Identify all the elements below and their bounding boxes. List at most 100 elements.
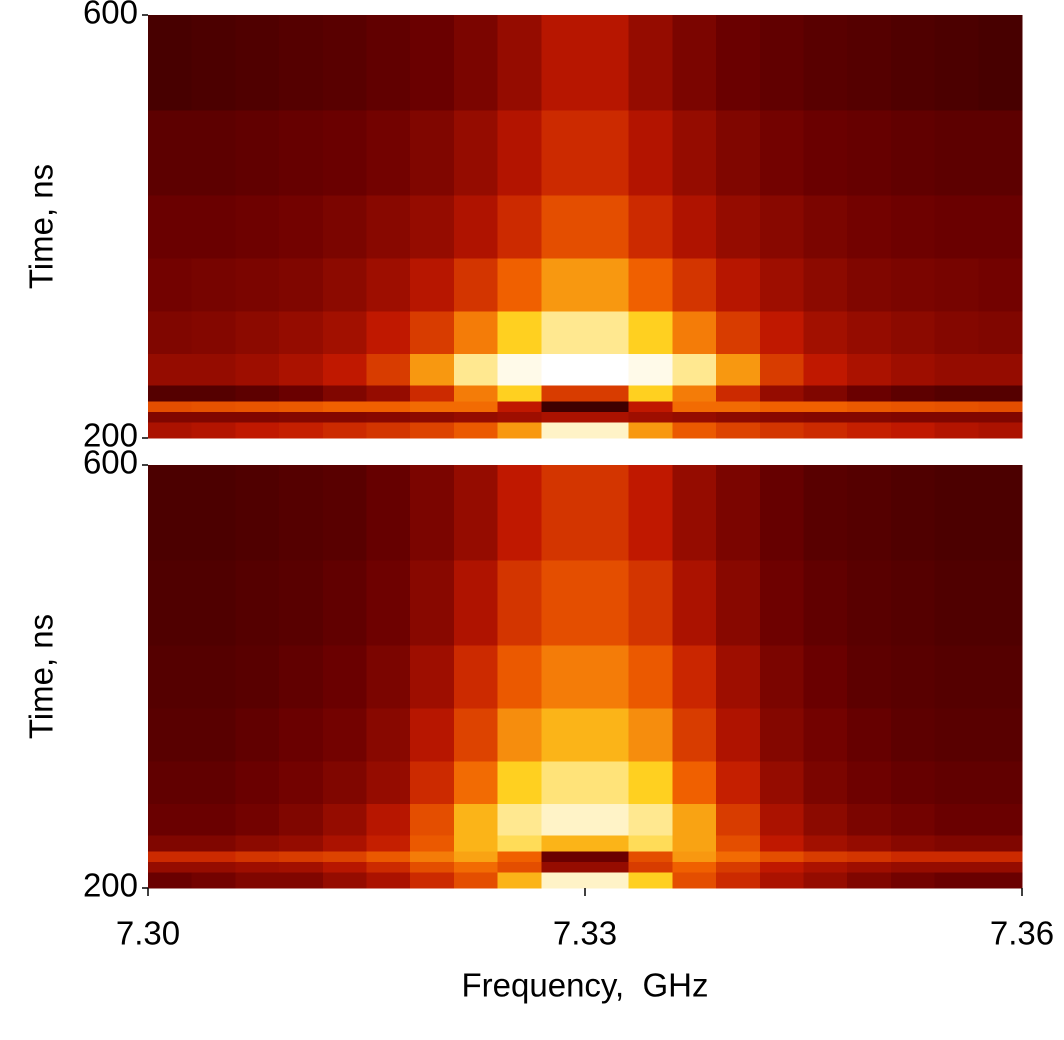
heatmap-cell	[759, 850, 804, 863]
heatmap-cell	[497, 872, 542, 889]
heatmap-cell	[410, 872, 455, 889]
heatmap-cell	[803, 803, 848, 836]
heatmap-cell	[890, 560, 936, 646]
heatmap-cell	[191, 15, 236, 111]
heatmap-cell	[191, 644, 236, 709]
heatmap-cell	[716, 835, 761, 852]
heatmap-cell	[191, 835, 236, 852]
heatmap-cell	[453, 353, 499, 386]
heatmap-cell	[366, 465, 411, 561]
heatmap-cell	[366, 258, 411, 312]
heatmap-cell	[628, 353, 673, 386]
heatmap-cell	[890, 872, 936, 889]
heatmap-cell	[585, 644, 630, 709]
heatmap-cell	[497, 400, 542, 413]
heatmap-cell	[148, 465, 193, 561]
heatmap-cell	[847, 400, 892, 413]
heatmap-cell	[978, 761, 1023, 804]
heatmap-cell	[366, 15, 411, 111]
heatmap-cell	[585, 110, 630, 196]
heatmap-cell	[497, 258, 542, 312]
heatmap-cell	[803, 258, 848, 312]
x-tick-label: 7.33	[553, 915, 617, 952]
heatmap-cell	[541, 311, 586, 354]
heatmap-cell	[934, 411, 979, 423]
heatmap-cell	[322, 803, 367, 836]
heatmap-cell	[847, 110, 892, 196]
heatmap-cell	[978, 850, 1023, 863]
heatmap-cell	[890, 400, 936, 413]
heatmap-cell	[890, 644, 936, 709]
heatmap-cell	[410, 311, 455, 354]
heatmap-cell	[803, 850, 848, 863]
heatmap-cell	[497, 708, 542, 762]
heatmap-cell	[279, 644, 324, 709]
heatmap-cell	[191, 400, 236, 413]
heatmap-cell	[366, 761, 411, 804]
heatmap-cell	[803, 411, 848, 423]
heatmap-cell	[453, 835, 499, 852]
heatmap-cell	[322, 861, 367, 873]
heatmap-cell	[716, 644, 761, 709]
heatmap-cell	[235, 803, 280, 836]
heatmap-cell	[235, 15, 280, 111]
heatmap-cell	[366, 110, 411, 196]
heatmap-cell	[322, 850, 367, 863]
heatmap-cell	[235, 353, 280, 386]
heatmap-cell	[279, 803, 324, 836]
heatmap-cell	[279, 110, 324, 196]
heatmap-cell	[322, 110, 367, 196]
heatmap-cell	[628, 110, 673, 196]
heatmap-cell	[541, 400, 586, 413]
heatmap-cell	[672, 761, 717, 804]
heatmap-cell	[148, 644, 193, 709]
heatmap-cell	[759, 835, 804, 852]
heatmap-cell	[628, 385, 673, 402]
heatmap-cell	[410, 258, 455, 312]
heatmap-cell	[410, 353, 455, 386]
heatmap-cell	[890, 311, 936, 354]
heatmap-cell	[279, 835, 324, 852]
y-tick-label: 600	[83, 0, 138, 31]
heatmap-cell	[322, 465, 367, 561]
heatmap-cell	[191, 422, 236, 439]
heatmap-cell	[366, 400, 411, 413]
heatmap-cell	[803, 708, 848, 762]
heatmap-cell	[978, 353, 1023, 386]
heatmap-cell	[541, 15, 586, 111]
heatmap-cell	[934, 311, 979, 354]
heatmap-cell	[279, 311, 324, 354]
heatmap-cell	[279, 465, 324, 561]
heatmap-cell	[978, 835, 1023, 852]
heatmap-cell	[191, 861, 236, 873]
heatmap-cell	[541, 353, 586, 386]
heatmap-cell	[759, 385, 804, 402]
y-tick-label: 200	[83, 867, 138, 904]
heatmap-cell	[628, 258, 673, 312]
heatmap-cell	[759, 353, 804, 386]
heatmap-cell	[497, 411, 542, 423]
heatmap-cell	[803, 861, 848, 873]
heatmap-cell	[803, 560, 848, 646]
heatmap-cell	[978, 15, 1023, 111]
heatmap-cell	[934, 835, 979, 852]
heatmap-cell	[934, 400, 979, 413]
y-axis-title: Time, ns	[23, 614, 60, 739]
heatmap-cell	[541, 761, 586, 804]
heatmap-cell	[934, 385, 979, 402]
heatmap-cell	[847, 861, 892, 873]
heatmap-cell	[497, 194, 542, 259]
heatmap-cell	[279, 872, 324, 889]
heatmap-cell	[803, 422, 848, 439]
heatmap-cell	[890, 465, 936, 561]
heatmap-cell	[410, 708, 455, 762]
heatmap-cell	[890, 708, 936, 762]
heatmap-cell	[803, 353, 848, 386]
heatmap-cell	[847, 353, 892, 386]
heatmap-cell	[628, 872, 673, 889]
heatmap-cell	[628, 422, 673, 439]
heatmap-cell	[585, 708, 630, 762]
heatmap-cell	[716, 311, 761, 354]
heatmap-cell	[847, 194, 892, 259]
heatmap-cell	[759, 110, 804, 196]
